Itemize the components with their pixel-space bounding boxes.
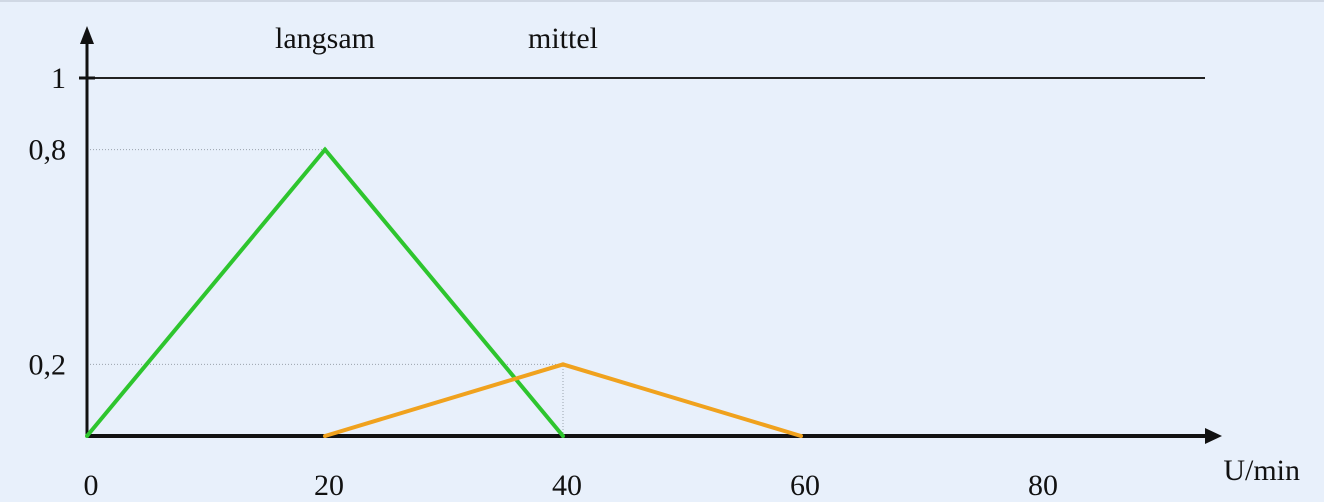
x-tick-label-4: 80 bbox=[1028, 469, 1058, 502]
x-tick-label-2: 40 bbox=[552, 469, 582, 502]
x-tick-label-0: 0 bbox=[84, 469, 99, 502]
series-label-langsam: langsam bbox=[275, 22, 375, 55]
series-point-mittel-1 bbox=[561, 362, 565, 367]
x-axis-label: U/min bbox=[1223, 454, 1300, 487]
x-tick-label-1: 20 bbox=[314, 469, 344, 502]
series-line-langsam bbox=[85, 146, 565, 438]
y-tick-label-1: 0,8 bbox=[29, 134, 67, 167]
y-axis-arrow bbox=[80, 26, 94, 44]
series-point-langsam-0 bbox=[85, 434, 89, 438]
x-tick-label-3: 60 bbox=[790, 469, 820, 502]
series-point-langsam-1 bbox=[323, 147, 327, 152]
y-tick-label-0: 1 bbox=[51, 62, 66, 95]
series-point-mittel-0 bbox=[323, 434, 327, 438]
y-tick-label-2: 0,2 bbox=[29, 348, 67, 381]
series-point-mittel-2 bbox=[799, 434, 803, 438]
series-point-langsam-2 bbox=[561, 434, 565, 438]
x-axis-arrow bbox=[1205, 428, 1222, 444]
series-label-mittel: mittel bbox=[528, 22, 598, 55]
